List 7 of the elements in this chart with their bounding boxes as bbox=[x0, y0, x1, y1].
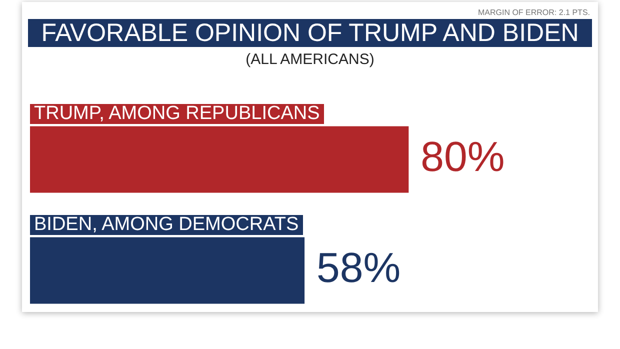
chart-subtitle: (ALL AMERICANS) bbox=[244, 51, 376, 68]
y-tick-label: TRUMP, AMONG REPUBLICANS bbox=[30, 103, 324, 124]
y-tick-label: BIDEN, AMONG DEMOCRATS bbox=[30, 214, 303, 236]
data-label: 80% bbox=[420, 133, 505, 180]
text: MARGIN OF ERROR: 2.1 PTS. bbox=[478, 8, 590, 17]
data-label: 58% bbox=[316, 244, 401, 292]
chart-title: FAVORABLE OPINION OF TRUMP AND BIDEN bbox=[28, 19, 592, 47]
